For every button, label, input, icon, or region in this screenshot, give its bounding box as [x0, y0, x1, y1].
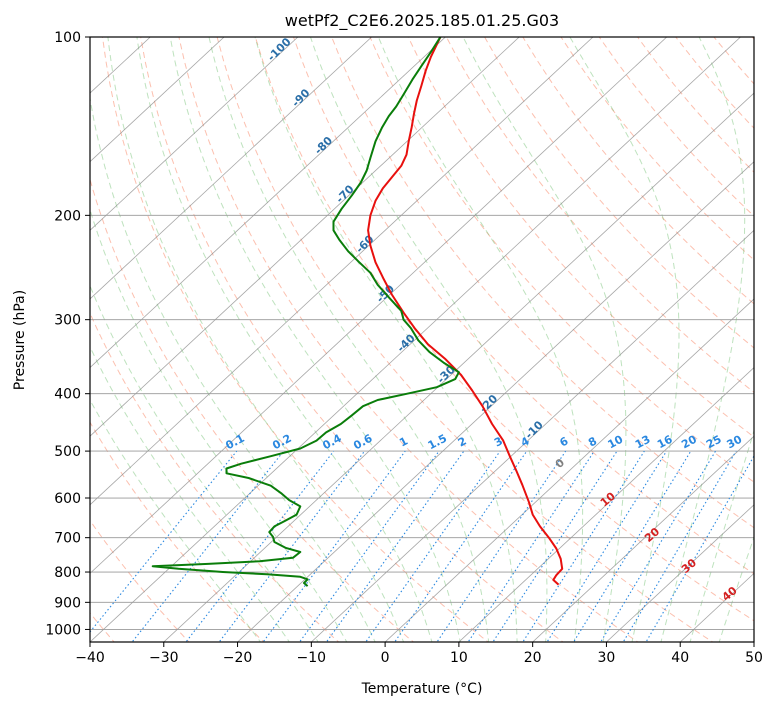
isotherm	[237, 161, 754, 642]
x-axis: −40 −30 −20 −10 0 10 20 30 40 50	[75, 642, 763, 666]
mixing-ratio-line	[436, 450, 567, 642]
y-tick-label: 700	[54, 531, 81, 547]
dry-adiabat	[90, 421, 265, 642]
y-tick-label: 400	[54, 387, 81, 403]
mixing-ratio-line	[218, 450, 366, 642]
y-tick-label: 300	[54, 313, 81, 329]
x-tick-label: 20	[524, 650, 542, 666]
plot-frame	[89, 36, 755, 643]
dry-adiabat	[293, 37, 754, 575]
dewpoint-profile	[151, 37, 460, 587]
mixing-ratio-label: 16	[655, 433, 675, 452]
x-tick-label: −30	[149, 650, 179, 666]
isotherm	[90, 37, 668, 574]
y-tick-label: 200	[54, 208, 81, 224]
isotherm	[163, 92, 754, 642]
isotherm	[90, 37, 299, 231]
isotherm	[384, 298, 754, 642]
y-axis-label: Pressure (hPa)	[12, 290, 28, 390]
isotherm	[90, 37, 741, 642]
x-tick-label: 0	[381, 650, 390, 666]
y-tick-label: 600	[54, 491, 81, 507]
x-tick-label: 40	[671, 650, 689, 666]
mixing-ratio-line	[185, 450, 335, 642]
y-tick-label: 800	[54, 565, 81, 581]
mixing-ratio-label: 30	[725, 433, 745, 452]
isotherm	[90, 37, 372, 300]
y-axis: 100 200 300 400 500 600 700 800 900 1000	[45, 30, 90, 638]
x-tick-label: 10	[450, 650, 468, 666]
mixing-ratio-line	[600, 450, 717, 642]
isotherm	[458, 367, 754, 642]
mixing-ratio-line	[90, 450, 238, 633]
x-tick-label: −20	[223, 650, 253, 666]
isotherm	[311, 229, 754, 642]
isotherm	[90, 37, 446, 369]
mixing-ratio-line	[645, 454, 754, 642]
mixing-ratio-line	[131, 450, 285, 642]
mixing-ratio-line	[572, 450, 692, 642]
dry-adiabat	[484, 37, 754, 349]
y-tick-label: 900	[54, 595, 81, 611]
x-tick-label: 50	[745, 650, 763, 666]
temperature-profile	[367, 37, 564, 586]
mixing-ratio-line	[492, 450, 618, 642]
dry-adiabat	[102, 37, 490, 642]
mixing-ratio-line	[622, 450, 737, 642]
mixing-ratio-line	[262, 450, 406, 642]
dry-adiabat	[522, 37, 754, 305]
y-tick-label: 1000	[45, 622, 81, 638]
isotherm	[606, 504, 754, 642]
y-tick-label: 100	[54, 30, 81, 46]
dry-adiabat	[254, 37, 754, 622]
mixing-ratio-label: 13	[633, 433, 653, 452]
moist-adiabat	[90, 208, 348, 642]
x-axis-label: Temperature (°C)	[361, 681, 483, 697]
mixing-ratio-label: 20	[679, 433, 699, 452]
mixing-ratio-line	[365, 450, 501, 642]
mixing-ratio-label: 25	[704, 433, 724, 452]
profile-lines	[151, 37, 564, 587]
isotherm	[90, 37, 594, 506]
chart-title: wetPf2_C2E6.2025.185.01.25.G03	[285, 11, 559, 31]
moist-adiabat	[107, 37, 405, 642]
dry-adiabat	[331, 37, 754, 529]
moist-adiabat	[90, 95, 376, 642]
x-tick-label: −10	[297, 650, 327, 666]
mixing-ratio-label: 10	[606, 433, 626, 452]
mixing-ratio-line	[467, 450, 595, 642]
isotherm	[90, 37, 225, 163]
background-lines	[90, 37, 754, 642]
y-tick-label: 500	[54, 444, 81, 460]
isotherm	[532, 435, 754, 642]
x-tick-label: −40	[75, 650, 105, 666]
dry-adiabat	[445, 37, 754, 393]
x-tick-label: 30	[598, 650, 616, 666]
isotherm	[90, 37, 520, 437]
